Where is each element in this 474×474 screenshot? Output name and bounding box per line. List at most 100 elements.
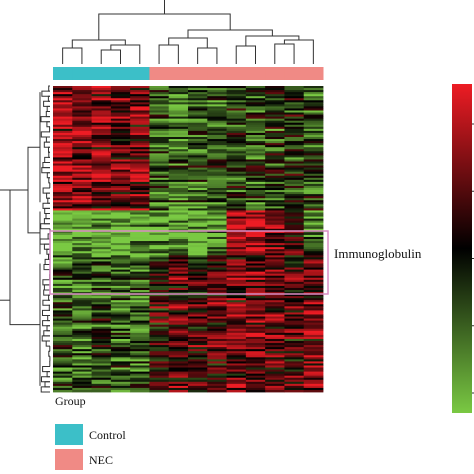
heatmap-cell <box>265 306 285 309</box>
heatmap-cell <box>207 141 227 144</box>
heatmap-cell <box>110 222 131 226</box>
group-cell-control <box>110 67 131 80</box>
heatmap-cell <box>265 102 285 105</box>
heatmap-cell <box>91 332 112 336</box>
heatmap-cell <box>149 163 170 166</box>
heatmap-cell <box>110 330 131 334</box>
heatmap-cell <box>130 257 150 260</box>
heatmap-cell <box>110 190 131 193</box>
heatmap-cell <box>188 287 208 291</box>
heatmap-cell <box>53 116 73 120</box>
heatmap-cell <box>226 175 247 179</box>
heatmap-cell <box>303 300 324 303</box>
heatmap-cell <box>207 210 227 213</box>
heatmap-cell <box>226 116 247 120</box>
heatmap-cell <box>110 375 131 379</box>
heatmap-cell <box>168 328 189 332</box>
heatmap-cell <box>91 208 112 211</box>
heatmap-cell <box>245 141 266 144</box>
heatmap-cell <box>245 259 266 262</box>
heatmap-cell <box>265 255 285 258</box>
heatmap-cell <box>149 365 170 368</box>
heatmap-cell <box>245 181 266 185</box>
heatmap-cell <box>53 314 73 317</box>
heatmap-cell <box>226 267 247 270</box>
heatmap-cell <box>110 241 131 244</box>
heatmap-cell <box>72 106 92 109</box>
heatmap-cell <box>303 173 324 177</box>
heatmap-cell <box>91 357 112 360</box>
heatmap-cell <box>265 206 285 209</box>
heatmap-cell <box>110 120 131 124</box>
heatmap-cell <box>188 167 208 171</box>
heatmap-cell <box>168 143 189 146</box>
heatmap-cell <box>188 381 208 385</box>
heatmap-cell <box>168 128 189 132</box>
heatmap-cell <box>226 126 247 130</box>
heatmap-cell <box>226 381 247 385</box>
heatmap-cell <box>284 379 305 383</box>
dendrogram-branch <box>48 350 50 357</box>
heatmap-cell <box>188 369 208 372</box>
heatmap-cell <box>130 387 150 391</box>
heatmap-cell <box>303 165 324 168</box>
heatmap-cell <box>207 171 227 175</box>
heatmap-cell <box>149 175 170 179</box>
heatmap-cell <box>130 281 150 285</box>
heatmap-cell <box>149 230 170 234</box>
heatmap-cell <box>130 298 150 301</box>
heatmap-cell <box>188 198 208 201</box>
heatmap-cell <box>53 261 73 264</box>
heatmap-cell <box>53 163 73 166</box>
heatmap-cell <box>303 192 324 195</box>
heatmap-cell <box>110 257 131 260</box>
heatmap-cell <box>91 379 112 383</box>
heatmap-cell <box>226 232 247 236</box>
heatmap-cell <box>188 161 208 164</box>
heatmap-cell <box>110 326 131 330</box>
heatmap-cell <box>149 112 170 115</box>
heatmap-cell <box>72 108 92 111</box>
heatmap-cell <box>188 357 208 360</box>
heatmap-cell <box>53 139 73 142</box>
heatmap-cell <box>110 167 131 171</box>
heatmap-cell <box>265 383 285 387</box>
heatmap-cell <box>303 261 324 264</box>
heatmap-cell <box>226 275 247 279</box>
dendrogram-branch <box>27 146 40 234</box>
heatmap-cell <box>110 151 131 154</box>
heatmap-cell <box>168 320 189 324</box>
heatmap-cell <box>53 185 73 189</box>
heatmap-cell <box>53 351 73 354</box>
heatmap-cell <box>130 251 150 254</box>
heatmap-cell <box>303 275 324 279</box>
heatmap-cell <box>265 375 285 379</box>
heatmap-cell <box>188 147 208 150</box>
dendrogram-branch <box>44 381 50 388</box>
heatmap-cell <box>245 198 266 201</box>
heatmap-cell <box>130 232 150 236</box>
heatmap-cell <box>284 330 305 334</box>
heatmap-cell <box>91 118 112 122</box>
heatmap-cell <box>207 347 227 350</box>
heatmap-cell <box>91 86 112 89</box>
heatmap-cell <box>91 359 112 362</box>
heatmap-cell <box>53 122 73 126</box>
heatmap-cell <box>188 185 208 189</box>
heatmap-cell <box>110 336 131 340</box>
heatmap-cell <box>130 385 150 389</box>
dendrogram-branch <box>71 39 126 48</box>
heatmap-cell <box>168 359 189 362</box>
heatmap-cell <box>265 367 285 370</box>
heatmap-cell <box>53 134 73 138</box>
heatmap-cell <box>72 118 92 122</box>
heatmap-cell <box>226 167 247 171</box>
heatmap-cell <box>149 122 170 126</box>
dendrogram-branch <box>48 146 50 153</box>
heatmap-cell <box>149 200 170 203</box>
heatmap-cell <box>207 343 227 346</box>
heatmap-cell <box>72 365 92 368</box>
heatmap-cell <box>284 263 305 266</box>
heatmap-cell <box>130 287 150 291</box>
heatmap-cell <box>53 224 73 228</box>
